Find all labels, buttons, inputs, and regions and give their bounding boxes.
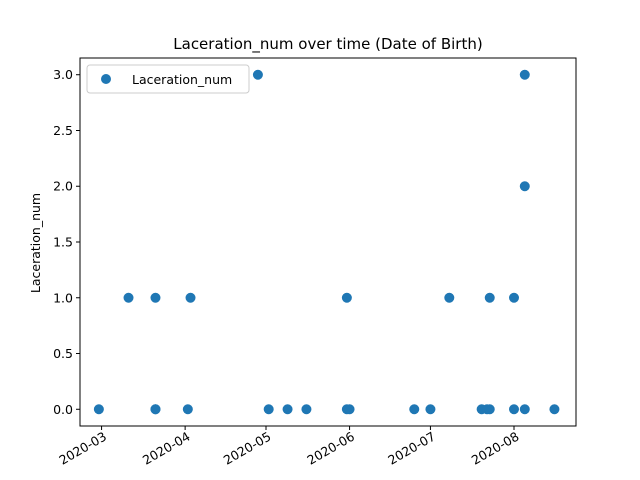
data-point [344,404,355,415]
y-tick-label: 1.0 [53,290,73,305]
data-point [182,404,193,415]
data-point [509,292,519,303]
y-axis-label: Laceration_num [28,193,43,293]
data-point [484,404,495,415]
data-point [519,69,530,80]
plot-frame [79,57,577,427]
data-point [341,292,352,303]
data-point [509,404,519,415]
y-axis-ticks: 0.0 0.5 1.0 1.5 2.0 2.5 3.0 [53,67,80,417]
data-point [150,404,161,415]
legend: Laceration_num [86,64,250,94]
data-point [549,404,560,415]
y-tick-label: 0.0 [53,402,73,417]
data-point [93,404,104,415]
chart-title: Laceration_num over time (Date of Birth) [173,35,482,54]
data-point [484,292,495,303]
data-point [185,292,196,303]
data-point [252,69,263,80]
y-tick-label: 0.5 [53,346,73,361]
y-tick-label: 1.5 [53,235,73,250]
data-point [519,181,530,192]
data-point [444,292,455,303]
data-point [263,404,274,415]
legend-label: Laceration_num [132,72,232,87]
data-point [409,404,420,415]
legend-box [86,64,250,94]
y-tick-label: 2.5 [53,123,73,138]
data-point [123,292,134,303]
y-tick-label: 2.0 [53,179,73,194]
data-point [282,404,293,415]
y-tick-label: 3.0 [53,67,73,82]
data-point [301,404,312,415]
legend-marker [101,74,111,84]
data-point [425,404,436,415]
data-point [519,404,530,415]
data-points [93,69,560,415]
data-point [150,292,161,303]
